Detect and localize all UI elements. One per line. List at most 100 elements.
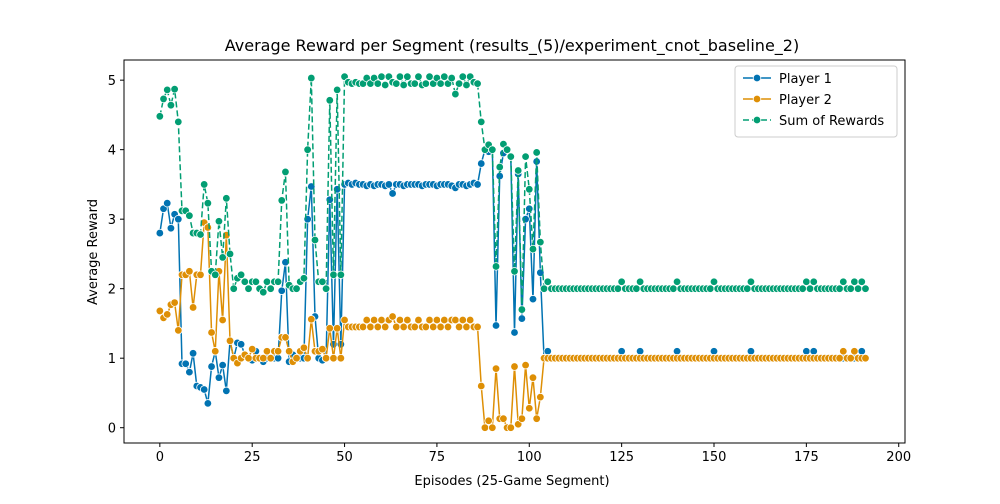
data-point [462,80,471,90]
x-tick-label: 0 [156,450,164,465]
data-point [211,347,220,356]
data-point [440,315,449,325]
data-point [163,310,172,319]
data-point [262,347,272,356]
data-point [299,274,309,283]
data-point [336,270,346,279]
data-point [259,353,268,363]
data-point [477,159,486,168]
y-tick-label: 5 [108,74,116,89]
x-tick-label: 100 [517,450,542,465]
data-point [861,284,870,293]
data-point [273,347,283,356]
legend-label: Player 2 [779,93,832,108]
data-point [835,284,844,293]
data-point [846,353,855,363]
y-tick-label: 4 [108,144,116,159]
data-point [617,277,626,286]
data-point [528,244,538,254]
data-point [310,235,320,245]
data-point [174,326,183,335]
data-point [303,145,312,154]
data-point [543,277,552,286]
data-point [388,189,397,198]
data-point [669,284,678,293]
data-point [218,360,227,370]
data-point [543,347,552,356]
data-point [451,89,460,99]
data-point [395,72,405,81]
legend-label: Sum of Rewards [779,114,884,129]
data-point [292,284,301,293]
data-point [244,284,253,293]
x-axis-label: Episodes (25-Game Segment) [414,474,609,489]
x-tick-label: 200 [886,450,911,465]
data-point [259,287,268,297]
data-point [462,322,471,332]
data-point [802,277,811,286]
data-point [835,353,844,363]
data-point [425,72,434,81]
data-point [384,180,394,189]
data-point [340,315,349,325]
x-tick-label: 125 [609,450,634,465]
data-point [307,73,316,83]
data-point [203,399,213,408]
data-point [506,423,516,432]
data-point [277,286,286,295]
data-point [477,117,486,127]
data-point [525,185,534,194]
data-point [159,94,168,104]
data-point [672,347,682,356]
data-point [454,322,464,332]
data-point [214,217,224,226]
data-point [207,328,216,337]
data-point [802,347,811,356]
data-point [388,312,397,321]
data-point [528,373,538,382]
data-point [458,315,467,325]
data-point [480,423,490,432]
data-point [185,267,194,276]
data-point [506,152,516,161]
data-point [380,80,390,90]
data-point [510,267,519,276]
data-point [403,72,412,81]
data-point [203,223,213,232]
data-point [292,353,301,363]
data-point [188,349,198,358]
legend-marker [752,115,762,125]
data-point [185,211,194,220]
data-point [155,306,165,316]
data-point [332,85,342,95]
data-point [436,79,445,88]
data-point [850,277,859,286]
data-point [163,198,172,208]
data-point [369,315,379,325]
data-point [392,322,401,332]
x-tick-label: 175 [794,450,819,465]
data-point [706,284,715,293]
data-point [203,198,213,208]
x-tick-label: 25 [244,450,261,465]
legend-marker [752,73,762,83]
data-point [196,230,205,239]
chart-title: Average Reward per Segment (results_(5)/… [225,36,799,56]
data-point [377,72,386,81]
data-point [251,277,261,286]
y-tick-label: 1 [108,352,116,367]
data-point [236,340,246,349]
data-point [185,367,194,377]
data-point [805,284,815,293]
data-point [199,385,209,394]
data-point [362,315,371,325]
data-point [222,194,231,203]
data-point [277,196,286,205]
data-point [166,100,176,110]
data-point [510,328,519,337]
data-point [521,214,530,224]
data-point [199,180,209,189]
data-point [329,353,338,363]
data-point [262,277,272,286]
